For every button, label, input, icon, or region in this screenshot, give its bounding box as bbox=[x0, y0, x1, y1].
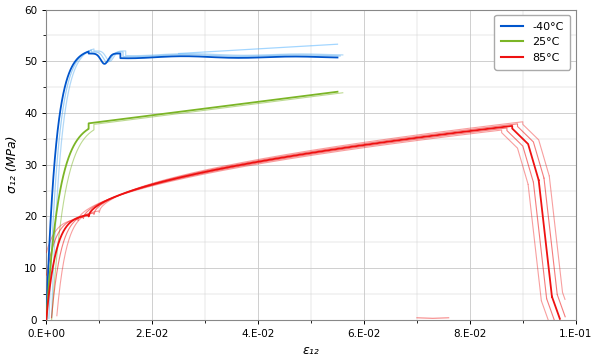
X-axis label: ε₁₂: ε₁₂ bbox=[303, 344, 319, 358]
Legend: -40°C, 25°C, 85°C: -40°C, 25°C, 85°C bbox=[495, 15, 570, 70]
Y-axis label: σ₁₂ (MPa): σ₁₂ (MPa) bbox=[5, 136, 19, 193]
